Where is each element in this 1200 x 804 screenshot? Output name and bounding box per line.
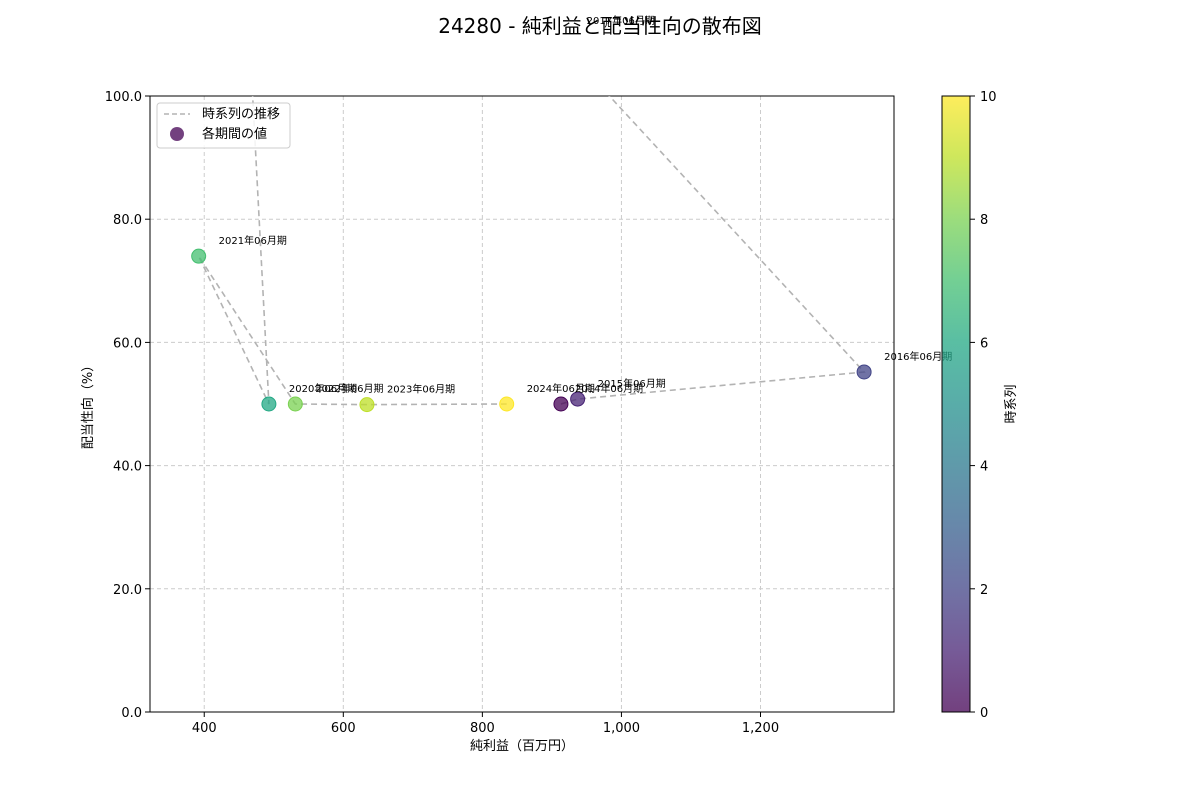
y-tick-label: 60.0 — [113, 336, 142, 351]
y-tick-label: 20.0 — [113, 583, 142, 598]
point-layer — [191, 27, 872, 413]
scatter-point — [580, 64, 594, 78]
colorbar-ticks: 0 2 4 6 8 10 — [970, 90, 997, 721]
point-label: 2024年06月期 — [527, 382, 595, 395]
colorbar-tick-label: 6 — [980, 336, 988, 351]
point-label: 2016年06月期 — [884, 350, 952, 363]
colorbar-tick-label: 8 — [980, 213, 988, 228]
point-label: 2015年06月期 — [598, 377, 666, 390]
point-label: 2022年06月期 — [315, 382, 383, 395]
legend: 時系列の推移 各期間の値 — [156, 102, 291, 149]
x-tick-label: 400 — [192, 721, 217, 736]
x-axis-title: 純利益（百万円） — [470, 739, 574, 754]
colorbar-tick-label: 10 — [980, 90, 997, 105]
legend-marker-swatch — [170, 127, 184, 141]
scatter-point — [359, 397, 375, 413]
scatter-point — [856, 364, 872, 380]
trend-line-layer — [197, 96, 866, 406]
y-axis-ticks: 0.0 20.0 40.0 60.0 80.0 100.0 — [105, 90, 150, 721]
colorbar-frame — [941, 95, 971, 713]
point-label: 2020年06月期 — [289, 382, 357, 395]
y-tick-label: 80.0 — [113, 213, 142, 228]
x-tick-label: 800 — [470, 721, 495, 736]
x-tick-label: 1,200 — [742, 721, 779, 736]
scatter-point — [553, 396, 569, 412]
trend-line — [197, 96, 866, 406]
y-tick-label: 0.0 — [121, 706, 142, 721]
point-label: 2017年06月期 — [587, 14, 655, 27]
colorbar-tick-label: 0 — [980, 706, 988, 721]
scatter-point — [261, 396, 277, 412]
scatter-point — [191, 248, 207, 264]
chart-title: 24280 - 純利益と配当性向の散布図 — [438, 14, 762, 38]
scatter-point — [570, 391, 586, 407]
colorbar: 0 2 4 6 8 10 時系列 — [941, 90, 1019, 721]
x-axis-ticks: 400 600 800 1,000 1,200 — [192, 712, 779, 736]
colorbar-tick-label: 4 — [980, 460, 988, 475]
y-tick-label: 100.0 — [105, 90, 142, 105]
x-tick-label: 600 — [331, 721, 356, 736]
point-label: 2014年06月期 — [575, 382, 643, 395]
colorbar-tick-label: 2 — [980, 583, 988, 598]
legend-label-trend: 時系列の推移 — [202, 107, 280, 122]
point-label: 2021年06月期 — [219, 234, 287, 247]
plot-area-frame — [149, 95, 895, 713]
colorbar-gradient — [942, 96, 970, 712]
scatter-point — [242, 27, 256, 41]
colorbar-title: 時系列 — [1004, 384, 1019, 423]
y-axis-title: 配当性向（%） — [80, 359, 96, 449]
x-tick-label: 1,000 — [603, 721, 640, 736]
point-label: 2023年06月期 — [387, 383, 455, 396]
point-label-layer: 2014年06月期2015年06月期2016年06月期2017年06月期2018… — [219, 14, 953, 396]
legend-frame — [156, 102, 291, 149]
scatter-point — [499, 396, 515, 412]
y-tick-label: 40.0 — [113, 460, 142, 475]
legend-label-values: 各期間の値 — [202, 126, 267, 142]
scatter-point — [287, 396, 303, 412]
